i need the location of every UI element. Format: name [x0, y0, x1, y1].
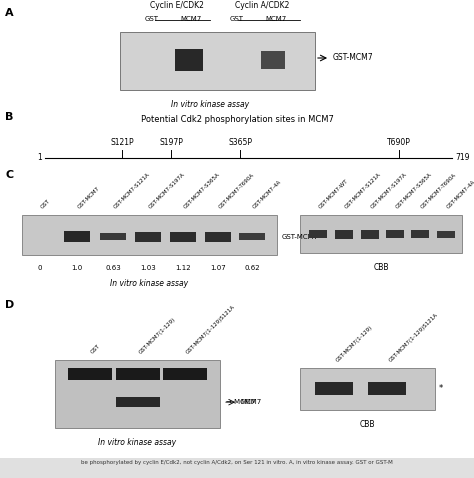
Text: D: D — [5, 300, 14, 310]
Text: In vitro kinase assay: In vitro kinase assay — [98, 438, 176, 447]
Text: GST-MCM7-T690A: GST-MCM7-T690A — [218, 173, 255, 210]
Text: GST: GST — [230, 16, 244, 22]
Text: 0.62: 0.62 — [244, 265, 260, 271]
Text: GST-MCM7(1-129)S121A: GST-MCM7(1-129)S121A — [185, 304, 236, 355]
Text: 719: 719 — [455, 153, 470, 163]
Text: Potential Cdk2 phosphorylation sites in MCM7: Potential Cdk2 phosphorylation sites in … — [141, 115, 333, 124]
Bar — [175, 49, 203, 71]
Bar — [437, 231, 455, 238]
Bar — [135, 232, 161, 242]
Text: GST: GST — [145, 16, 159, 22]
Text: MCM7: MCM7 — [181, 16, 201, 22]
Bar — [22, 215, 277, 255]
Bar — [64, 231, 90, 242]
Bar — [315, 382, 353, 395]
Text: GST-MCM7: GST-MCM7 — [333, 54, 374, 63]
Text: In vitro kinase assay: In vitro kinase assay — [171, 100, 249, 109]
Bar — [55, 360, 220, 428]
Bar — [386, 230, 404, 238]
Text: *: * — [439, 384, 443, 393]
Bar — [120, 32, 315, 90]
Bar — [368, 382, 406, 395]
Text: GST-MCM7(1-129): GST-MCM7(1-129) — [138, 316, 176, 355]
Text: CBB: CBB — [373, 263, 389, 272]
Text: 1: 1 — [37, 153, 42, 163]
Text: S197P: S197P — [159, 138, 183, 147]
Text: → MCM7: → MCM7 — [226, 399, 255, 405]
Bar — [170, 232, 196, 242]
Text: 1.12: 1.12 — [175, 265, 191, 271]
Bar — [205, 232, 231, 242]
Text: B: B — [5, 112, 13, 122]
Text: 0: 0 — [38, 265, 42, 271]
Bar — [361, 230, 379, 239]
Bar — [239, 233, 265, 240]
Text: 1.0: 1.0 — [72, 265, 82, 271]
Bar — [411, 230, 429, 238]
Bar — [163, 368, 207, 380]
Text: GST-MCM7-S121A: GST-MCM7-S121A — [113, 172, 151, 210]
Text: GST-MCM7(1-129)S121A: GST-MCM7(1-129)S121A — [388, 312, 439, 363]
Text: GST-MCM7-T690A: GST-MCM7-T690A — [420, 173, 457, 210]
Text: GST: GST — [90, 344, 101, 355]
Text: GST-MCM7-S365A: GST-MCM7-S365A — [183, 172, 221, 210]
Text: 0.63: 0.63 — [105, 265, 121, 271]
Bar — [116, 397, 160, 407]
Text: MCM7: MCM7 — [240, 399, 261, 405]
Text: GST-MCM7-WT: GST-MCM7-WT — [318, 179, 349, 210]
Text: GST-MCM7-S121A: GST-MCM7-S121A — [344, 172, 382, 210]
Bar — [261, 51, 285, 69]
Bar — [335, 230, 353, 239]
Bar — [68, 368, 112, 380]
Text: C: C — [5, 170, 13, 180]
Text: GST-MCM7-S365A: GST-MCM7-S365A — [395, 172, 433, 210]
Text: GST-MCM7-4A: GST-MCM7-4A — [252, 179, 283, 210]
Text: GST-MCM7: GST-MCM7 — [77, 186, 101, 210]
Text: be phosphorylated by cyclin E/Cdk2, not cyclin A/Cdk2, on Ser 121 in vitro. A, i: be phosphorylated by cyclin E/Cdk2, not … — [81, 460, 393, 465]
Text: GST-MCM7-S197A: GST-MCM7-S197A — [148, 172, 186, 210]
Text: A: A — [5, 8, 14, 18]
Text: Cyclin E/CDK2: Cyclin E/CDK2 — [150, 1, 204, 10]
Text: MCM7: MCM7 — [265, 16, 287, 22]
Text: In vitro kinase assay: In vitro kinase assay — [110, 279, 188, 288]
Bar — [0, 458, 474, 478]
Text: 1.03: 1.03 — [140, 265, 156, 271]
Text: GST-MCM7: GST-MCM7 — [282, 234, 319, 240]
Text: GST-MCM7-S197A: GST-MCM7-S197A — [370, 172, 408, 210]
Text: GST-MCM7(1-129): GST-MCM7(1-129) — [335, 325, 374, 363]
Text: GST-MCM7-4A: GST-MCM7-4A — [446, 179, 474, 210]
Text: Cyclin A/CDK2: Cyclin A/CDK2 — [235, 1, 289, 10]
Bar — [300, 215, 462, 253]
Text: GST: GST — [40, 199, 51, 210]
Text: S365P: S365P — [228, 138, 252, 147]
Bar — [309, 230, 327, 238]
Text: T690P: T690P — [387, 138, 411, 147]
Bar — [300, 368, 435, 410]
Text: CBB: CBB — [359, 420, 375, 429]
Text: S121P: S121P — [110, 138, 134, 147]
Bar — [100, 233, 126, 240]
Text: 1.07: 1.07 — [210, 265, 226, 271]
Bar — [116, 368, 160, 380]
